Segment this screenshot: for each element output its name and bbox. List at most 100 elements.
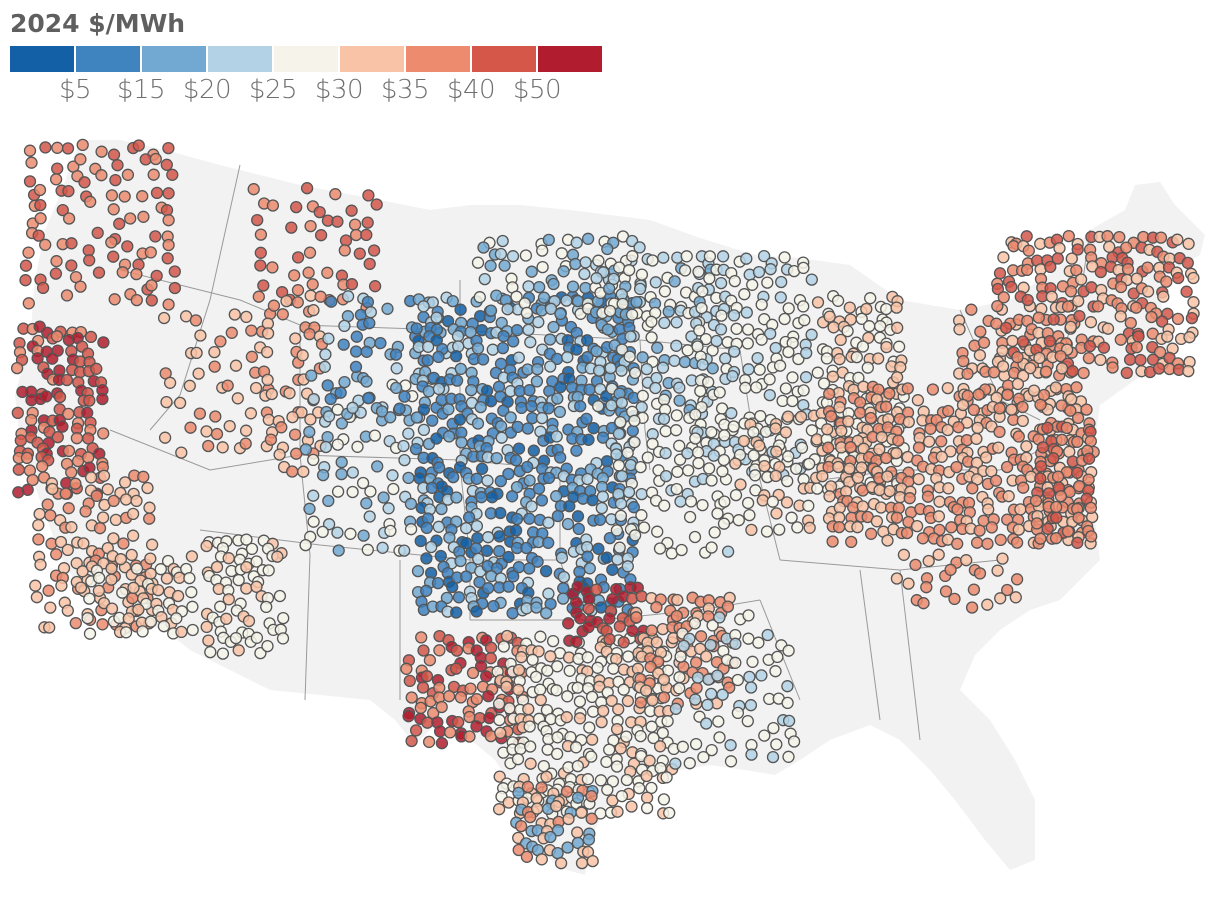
price-node-marker [575, 806, 588, 819]
price-node-marker [1085, 530, 1098, 543]
price-node-marker [462, 511, 476, 524]
price-node-marker [628, 414, 641, 427]
price-node-marker [566, 280, 580, 293]
price-node-marker [583, 383, 596, 396]
legend-tick: $15 [116, 75, 166, 105]
price-node-marker [261, 327, 275, 340]
price-node-marker [286, 410, 299, 424]
price-node-marker [1044, 260, 1057, 274]
price-node-marker [74, 280, 87, 293]
price-node-marker [403, 674, 416, 688]
price-node-marker [1182, 364, 1195, 378]
price-node-marker [953, 323, 966, 336]
price-node-marker [692, 457, 705, 470]
price-node-marker [490, 451, 503, 465]
price-node-marker [452, 591, 466, 604]
price-node-marker [435, 737, 449, 750]
price-node-marker [1006, 334, 1019, 348]
price-node-marker [49, 267, 63, 280]
price-node-marker [251, 213, 264, 227]
price-node-marker [276, 308, 289, 321]
price-node-marker [273, 448, 286, 461]
price-node-marker [247, 183, 260, 196]
price-node-marker [484, 652, 497, 665]
price-node-marker [474, 400, 487, 414]
price-node-marker [748, 469, 762, 482]
price-node-marker [834, 333, 847, 347]
price-node-marker [478, 272, 491, 286]
price-node-marker [405, 734, 418, 748]
price-node-marker [470, 693, 483, 706]
price-node-marker [634, 696, 647, 709]
price-node-marker [511, 753, 525, 766]
price-node-marker [525, 400, 538, 413]
price-node-marker [751, 351, 764, 365]
price-node-marker [842, 415, 855, 428]
price-node-marker [832, 520, 846, 534]
price-node-marker [890, 371, 904, 384]
price-node-marker [626, 424, 639, 437]
price-node-marker [786, 394, 799, 408]
price-node-marker [363, 257, 376, 271]
price-node-marker [95, 145, 108, 158]
price-node-marker [973, 349, 987, 362]
price-node-marker [705, 474, 718, 487]
price-node-marker [186, 623, 199, 637]
price-node-marker [520, 306, 533, 320]
price-node-marker [405, 691, 418, 704]
price-node-marker [266, 261, 279, 274]
price-node-marker [440, 591, 454, 605]
price-node-marker [23, 144, 37, 157]
price-node-marker [44, 509, 57, 522]
price-node-marker [571, 836, 585, 850]
price-node-marker [614, 742, 627, 755]
price-node-marker [743, 670, 756, 684]
price-node-marker [628, 436, 641, 449]
price-node-marker [611, 553, 624, 566]
price-node-marker [432, 520, 445, 533]
price-node-marker [321, 430, 334, 444]
price-node-marker [658, 499, 671, 512]
price-node-marker [574, 612, 587, 625]
price-node-marker [670, 482, 683, 496]
price-node-marker [635, 509, 648, 522]
price-node-marker [65, 466, 78, 479]
price-node-marker [746, 278, 759, 291]
price-node-marker [603, 304, 617, 318]
price-node-marker [820, 352, 834, 365]
price-node-marker [76, 138, 89, 152]
price-node-marker [51, 141, 64, 154]
price-node-marker [70, 432, 84, 445]
price-node-marker [393, 402, 406, 415]
price-node-marker [144, 615, 158, 628]
price-node-marker [353, 247, 366, 260]
price-node-marker [745, 523, 758, 537]
price-node-marker [322, 494, 335, 508]
price-node-marker [734, 478, 747, 491]
price-node-marker [612, 427, 626, 440]
price-node-marker [863, 320, 876, 333]
price-node-marker [542, 516, 555, 529]
price-node-marker [481, 531, 495, 544]
price-node-marker [530, 375, 544, 388]
price-node-marker [689, 432, 702, 445]
price-node-marker [657, 691, 671, 704]
price-node-marker [331, 526, 344, 539]
price-node-marker [769, 341, 782, 355]
price-node-marker [981, 598, 994, 611]
price-node-marker [766, 495, 779, 508]
price-node-marker [362, 392, 375, 405]
price-node-marker [797, 261, 810, 275]
price-node-marker [139, 153, 152, 166]
price-node-marker [583, 562, 596, 575]
price-node-marker [728, 345, 741, 358]
price-node-marker [402, 427, 415, 440]
price-node-marker [1074, 273, 1088, 286]
price-node-marker [483, 711, 496, 725]
price-node-marker [49, 173, 63, 186]
price-node-marker [33, 183, 47, 197]
price-node-marker [970, 432, 983, 445]
price-node-marker [641, 451, 654, 464]
price-node-marker [232, 573, 245, 587]
price-node-marker [770, 507, 783, 520]
